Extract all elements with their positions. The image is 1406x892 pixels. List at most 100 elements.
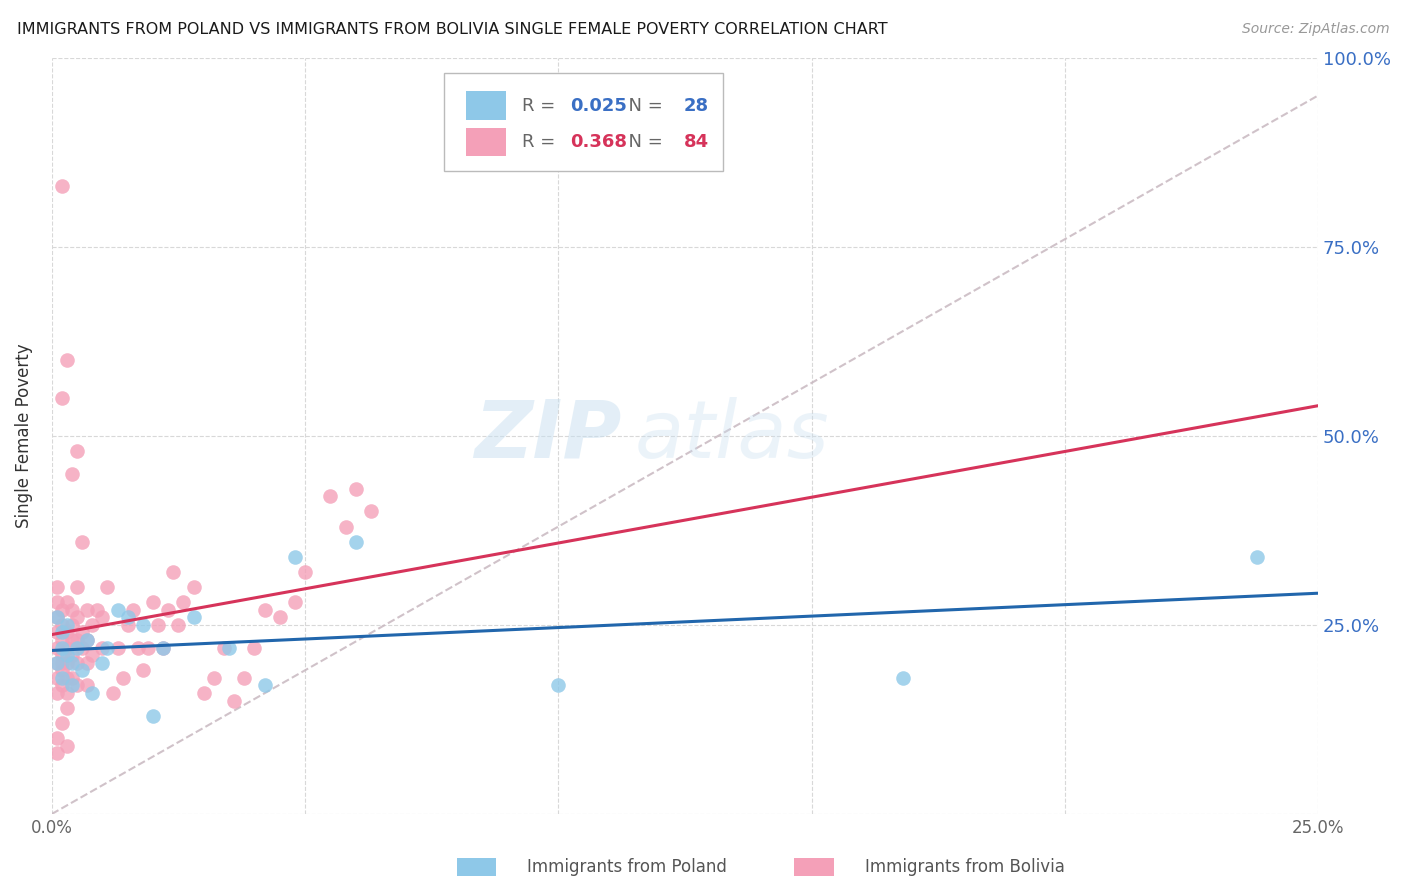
Text: 0.025: 0.025 xyxy=(569,96,627,115)
Point xyxy=(107,603,129,617)
Point xyxy=(60,678,83,692)
Point xyxy=(82,686,104,700)
Text: IMMIGRANTS FROM POLAND VS IMMIGRANTS FROM BOLIVIA SINGLE FEMALE POVERTY CORRELAT: IMMIGRANTS FROM POLAND VS IMMIGRANTS FRO… xyxy=(17,22,887,37)
Point xyxy=(51,648,73,662)
Point xyxy=(202,671,225,685)
Point xyxy=(56,701,79,715)
Point xyxy=(152,640,174,655)
Point xyxy=(82,618,104,632)
Point xyxy=(76,678,98,692)
Point xyxy=(45,656,67,670)
Point xyxy=(45,595,67,609)
Point xyxy=(56,625,79,640)
Point xyxy=(56,353,79,368)
Point xyxy=(132,618,155,632)
Point xyxy=(127,640,149,655)
Point xyxy=(86,603,108,617)
Point xyxy=(344,534,367,549)
Point xyxy=(45,656,67,670)
Point xyxy=(66,580,89,594)
Point xyxy=(51,671,73,685)
Point xyxy=(319,489,342,503)
Point xyxy=(269,610,291,624)
Point xyxy=(56,648,79,662)
Point xyxy=(56,640,79,655)
Point xyxy=(335,519,357,533)
Point xyxy=(117,618,139,632)
Point xyxy=(60,603,83,617)
Point xyxy=(142,708,165,723)
Point xyxy=(66,633,89,648)
Point xyxy=(193,686,215,700)
Point xyxy=(70,640,93,655)
Point xyxy=(172,595,194,609)
Point xyxy=(91,610,114,624)
Point xyxy=(547,678,569,692)
Text: N =: N = xyxy=(617,133,668,151)
Point xyxy=(218,640,240,655)
FancyBboxPatch shape xyxy=(465,91,506,120)
Point xyxy=(60,618,83,632)
Point xyxy=(107,640,129,655)
Point xyxy=(51,618,73,632)
Point xyxy=(60,648,83,662)
Point xyxy=(51,603,73,617)
Point xyxy=(233,671,256,685)
Point xyxy=(360,504,382,518)
Point xyxy=(45,640,67,655)
Point xyxy=(66,610,89,624)
Point xyxy=(45,747,67,761)
Text: 84: 84 xyxy=(683,133,709,151)
Point xyxy=(45,580,67,594)
Point xyxy=(66,640,89,655)
Point xyxy=(45,686,67,700)
Point xyxy=(60,467,83,481)
Point xyxy=(183,580,205,594)
Point xyxy=(51,716,73,731)
Point xyxy=(344,482,367,496)
Y-axis label: Single Female Poverty: Single Female Poverty xyxy=(15,343,32,528)
Point xyxy=(212,640,235,655)
Point xyxy=(76,603,98,617)
Point xyxy=(284,549,307,564)
Point xyxy=(146,618,169,632)
Point xyxy=(253,603,276,617)
Point xyxy=(82,648,104,662)
Point xyxy=(1246,549,1268,564)
Point xyxy=(66,678,89,692)
Text: N =: N = xyxy=(617,96,668,115)
Text: 28: 28 xyxy=(683,96,709,115)
Point xyxy=(60,633,83,648)
Point xyxy=(70,663,93,677)
Point xyxy=(66,444,89,458)
Point xyxy=(76,633,98,648)
Point xyxy=(76,633,98,648)
Point xyxy=(60,656,83,670)
Text: 0.368: 0.368 xyxy=(569,133,627,151)
Point xyxy=(51,640,73,655)
Point xyxy=(101,686,124,700)
Text: Immigrants from Bolivia: Immigrants from Bolivia xyxy=(865,858,1064,876)
FancyBboxPatch shape xyxy=(444,73,723,171)
Text: Source: ZipAtlas.com: Source: ZipAtlas.com xyxy=(1241,22,1389,37)
Point xyxy=(183,610,205,624)
Point xyxy=(157,603,180,617)
Point xyxy=(51,179,73,194)
Point xyxy=(891,671,914,685)
Point xyxy=(136,640,159,655)
Point xyxy=(142,595,165,609)
Point xyxy=(91,640,114,655)
Point xyxy=(253,678,276,692)
Text: R =: R = xyxy=(522,133,561,151)
Point xyxy=(45,625,67,640)
Point xyxy=(51,391,73,405)
Text: atlas: atlas xyxy=(634,397,830,475)
Point xyxy=(117,610,139,624)
Point xyxy=(51,663,73,677)
Point xyxy=(243,640,266,655)
Point xyxy=(56,686,79,700)
Point xyxy=(66,656,89,670)
Point xyxy=(45,671,67,685)
Point xyxy=(91,656,114,670)
Point xyxy=(162,565,184,579)
